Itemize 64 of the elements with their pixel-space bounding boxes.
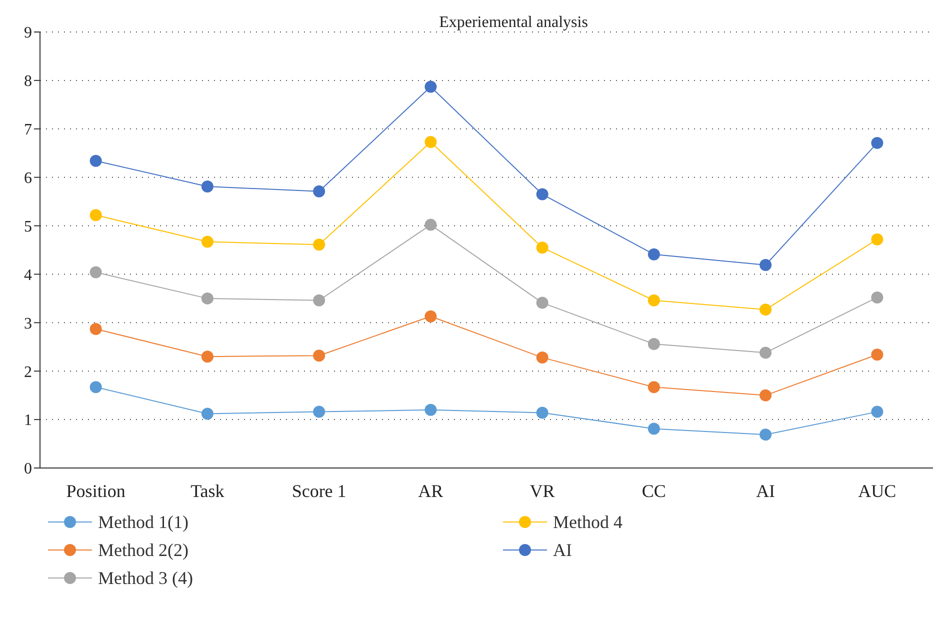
y-tick-label: 1 — [24, 412, 32, 430]
point — [201, 292, 214, 304]
point — [536, 242, 548, 254]
y-tick-label: 5 — [24, 218, 32, 236]
x-tick-label: Score 1 — [292, 480, 346, 501]
point — [871, 233, 884, 246]
chart-title: Experiemental analysis — [439, 14, 588, 31]
point — [760, 389, 772, 402]
legend-label: Method 3 (4) — [98, 568, 193, 588]
point — [760, 304, 772, 316]
x-tick-label: AR — [418, 480, 444, 501]
point — [424, 310, 437, 322]
y-tick-label: 4 — [24, 266, 32, 284]
y-tick-label: 7 — [24, 122, 32, 139]
point — [313, 238, 326, 251]
point — [90, 209, 102, 222]
point — [424, 404, 437, 416]
point — [871, 291, 884, 304]
point — [536, 406, 548, 419]
x-tick-label: CC — [642, 480, 666, 501]
point — [201, 350, 214, 363]
point — [648, 294, 660, 306]
point — [313, 350, 326, 362]
point — [536, 188, 548, 200]
x-tick-label: Position — [66, 480, 126, 501]
y-tick-label: 3 — [24, 315, 32, 332]
point — [313, 185, 326, 198]
point — [424, 136, 437, 148]
point — [201, 408, 214, 420]
point — [648, 338, 660, 350]
legend-label: Method 1(1) — [98, 512, 188, 532]
point — [90, 322, 102, 335]
point — [648, 422, 660, 435]
x-tick-label: Task — [190, 480, 224, 501]
point — [90, 381, 102, 394]
y-tick-label: 9 — [24, 24, 32, 42]
point — [201, 236, 214, 248]
point — [536, 352, 548, 364]
y-tick-label: 2 — [24, 364, 32, 381]
point — [424, 218, 437, 231]
x-tick-label: VR — [530, 480, 555, 501]
legend-label: Method 4 — [553, 512, 622, 532]
point — [90, 266, 102, 278]
point — [424, 80, 437, 93]
point — [871, 406, 884, 418]
point — [871, 348, 884, 361]
x-tick-label: AUC — [858, 480, 896, 501]
point — [871, 136, 884, 149]
point — [760, 259, 772, 272]
legend-label: AI — [553, 540, 572, 560]
point — [201, 180, 214, 193]
point — [760, 428, 772, 441]
point — [313, 406, 326, 418]
point — [536, 296, 548, 309]
point — [90, 154, 102, 167]
y-tick-label: 6 — [24, 170, 32, 188]
point — [648, 381, 660, 394]
x-tick-label: AI — [756, 480, 776, 501]
y-tick-label: 0 — [24, 460, 32, 478]
point — [648, 248, 660, 260]
legend-label: Method 2(2) — [98, 540, 188, 560]
point — [313, 294, 326, 306]
y-tick-label: 8 — [24, 73, 32, 90]
point — [760, 346, 772, 359]
